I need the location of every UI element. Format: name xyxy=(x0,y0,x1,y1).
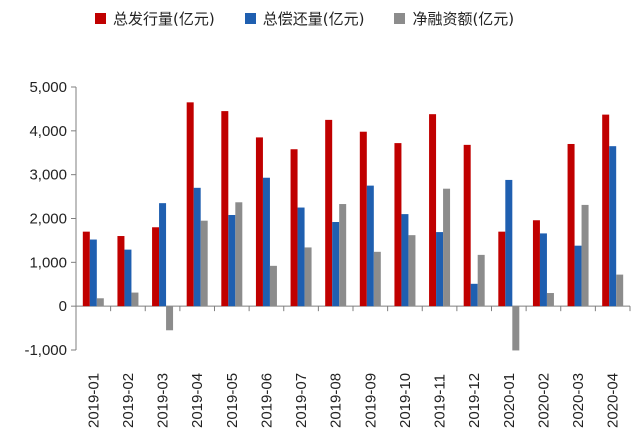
bar-repayment xyxy=(89,239,97,307)
legend-label-net-financing: 净融资额(亿元) xyxy=(412,10,515,28)
legend-item-net-financing: 净融资额(亿元) xyxy=(394,8,514,29)
y-tick-label: 3,000 xyxy=(29,167,67,184)
x-tick-label: 2019-07 xyxy=(293,373,310,428)
bar-issuance xyxy=(255,137,263,307)
legend-item-repayment: 总偿还量(亿元) xyxy=(244,8,365,29)
bar-issuance xyxy=(359,131,367,307)
y-tick-label: 2,000 xyxy=(29,211,67,228)
bar-net-financing xyxy=(96,298,104,307)
bar-net-financing xyxy=(339,204,347,307)
x-tick-label: 2019-02 xyxy=(120,373,137,428)
y-tick-label: 0 xyxy=(59,298,67,315)
bar-issuance xyxy=(429,114,437,307)
bar-net-financing xyxy=(269,265,277,307)
x-tick-label: 2020-03 xyxy=(570,373,587,428)
bar-repayment xyxy=(159,203,167,307)
bar-repayment xyxy=(470,283,478,307)
bar-repayment xyxy=(332,222,340,307)
bar-issuance xyxy=(498,231,506,307)
bar-net-financing xyxy=(200,220,208,307)
bar-issuance xyxy=(463,144,471,307)
x-tick-label: 2020-04 xyxy=(605,373,622,428)
y-tick-label: 1,000 xyxy=(29,254,67,271)
x-tick-label: 2019-12 xyxy=(466,373,483,428)
bar-issuance xyxy=(325,119,333,307)
bar-net-financing xyxy=(546,293,554,307)
legend-swatch-net-financing xyxy=(394,13,406,24)
bar-net-financing xyxy=(304,247,312,307)
bar-repayment xyxy=(609,146,617,307)
y-tick-label: 5,000 xyxy=(29,79,67,96)
x-tick-label: 2019-04 xyxy=(189,373,206,428)
bar-issuance xyxy=(394,143,402,307)
bar-net-financing xyxy=(616,274,624,307)
bar-repayment xyxy=(539,233,547,307)
bar-net-financing xyxy=(581,204,589,307)
bar-net-financing xyxy=(443,188,451,307)
bar-issuance xyxy=(82,231,90,307)
bar-repayment xyxy=(262,177,270,307)
bar-net-financing xyxy=(408,235,416,307)
bar-repayment xyxy=(505,179,513,307)
bar-net-financing xyxy=(235,202,243,307)
bar-net-financing xyxy=(373,251,381,307)
bar-net-financing xyxy=(477,254,485,307)
bar-repayment xyxy=(124,249,132,307)
bar-issuance xyxy=(602,114,610,307)
bar-net-financing xyxy=(131,292,139,307)
x-tick-label: 2019-05 xyxy=(224,373,241,428)
bar-repayment xyxy=(436,232,444,307)
bar-repayment xyxy=(366,185,374,307)
legend-label-issuance: 总发行量(亿元) xyxy=(113,10,215,28)
legend-item-issuance: 总发行量(亿元) xyxy=(95,8,215,29)
y-tick-label: 4,000 xyxy=(29,123,67,140)
legend-swatch-issuance xyxy=(95,13,106,24)
x-tick-label: 2019-08 xyxy=(328,373,345,428)
x-tick-label: 2020-01 xyxy=(501,373,518,428)
y-tick-label: -1,000 xyxy=(24,342,67,359)
x-tick-label: 2020-02 xyxy=(535,373,552,428)
bar-issuance xyxy=(567,143,575,307)
legend: 总发行量(亿元) 总偿还量(亿元) 净融资额(亿元) xyxy=(95,8,514,29)
bar-repayment xyxy=(228,214,236,307)
legend-swatch-repayment xyxy=(244,13,256,24)
x-tick-label: 2019-01 xyxy=(85,373,102,428)
x-tick-label: 2019-09 xyxy=(362,373,379,428)
bar-issuance xyxy=(186,102,194,307)
bar-issuance xyxy=(290,149,298,307)
x-tick-label: 2019-03 xyxy=(155,373,172,428)
bar-repayment xyxy=(193,187,201,307)
bar-repayment xyxy=(574,245,582,307)
bar-net-financing xyxy=(512,306,520,351)
x-tick-label: 2019-11 xyxy=(432,374,449,428)
x-tick-label: 2019-10 xyxy=(397,373,414,428)
legend-label-repayment: 总偿还量(亿元) xyxy=(262,10,365,28)
bar-repayment xyxy=(297,207,305,307)
bar-issuance xyxy=(532,220,540,307)
bar-issuance xyxy=(221,111,229,307)
bar-issuance xyxy=(152,227,160,307)
bar-net-financing xyxy=(166,306,174,331)
bar-repayment xyxy=(401,214,409,307)
x-tick-label: 2019-06 xyxy=(258,373,275,428)
bar-issuance xyxy=(117,236,125,307)
